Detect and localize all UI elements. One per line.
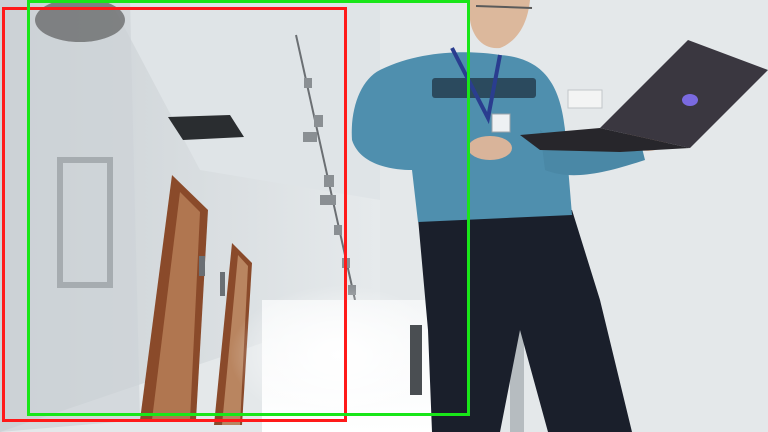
id-badge — [491, 113, 511, 133]
person-face — [470, 0, 530, 49]
door-sign-2 — [220, 272, 225, 296]
ceiling-vent — [168, 115, 244, 140]
person-arm-right — [540, 130, 645, 176]
laptop-logo — [682, 94, 698, 106]
lanyard — [450, 47, 502, 125]
door-1-panel — [152, 192, 200, 420]
door-sign-1 — [199, 256, 205, 276]
sweater-logo — [432, 78, 536, 98]
corridor-end-door — [410, 325, 422, 395]
wall-switch — [567, 89, 603, 109]
glasses — [475, 5, 533, 9]
person-trousers — [418, 210, 632, 432]
laptop-base — [520, 128, 690, 152]
left-hand — [468, 136, 512, 160]
ceiling — [110, 0, 380, 200]
window-glow — [230, 285, 450, 425]
door-handle — [57, 157, 113, 288]
laptop-lid — [600, 40, 768, 148]
glass-panel — [0, 0, 140, 432]
blurred-object — [35, 0, 125, 42]
